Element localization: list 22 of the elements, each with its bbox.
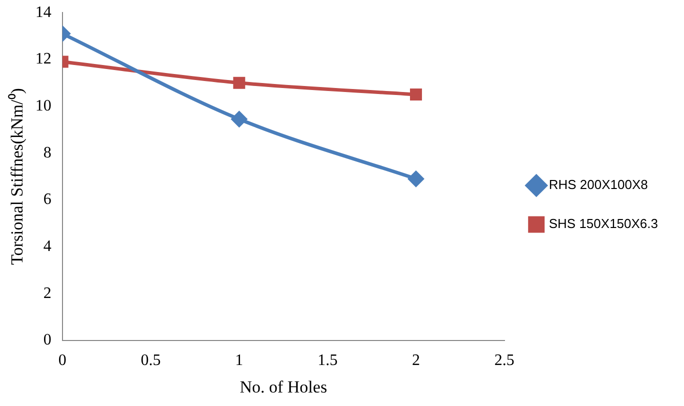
x-tick-label: 2.5 [494,352,514,370]
y-tick-label: 6 [43,191,52,208]
point [231,111,247,127]
x-tick-label: 1 [235,352,244,370]
x-tick-label: 1.5 [318,352,338,370]
point [233,76,246,89]
y-tick-label: 8 [43,144,52,162]
y-tick-label: 10 [35,97,52,114]
point [410,88,422,101]
legend-label: SHS 150X150X6.3 [548,216,658,232]
y-tick-label: 0 [43,332,52,349]
y-axis-title: Torsional Stiffnes(kNm/⁰) [8,88,27,265]
x-tick-label: 0 [58,352,66,370]
y-tick-label: 2 [43,284,52,302]
y-tick-label: 12 [35,50,52,68]
y-tick-label: 14 [35,4,52,21]
legend-label: RHS 200X100X8 [548,177,648,192]
x-tick-label: 0.5 [140,352,161,370]
y-tick-label: 4 [43,238,52,255]
x-tick-label: 2 [412,352,420,370]
point [408,171,424,187]
x-axis-title: No. of Holes [240,377,328,396]
